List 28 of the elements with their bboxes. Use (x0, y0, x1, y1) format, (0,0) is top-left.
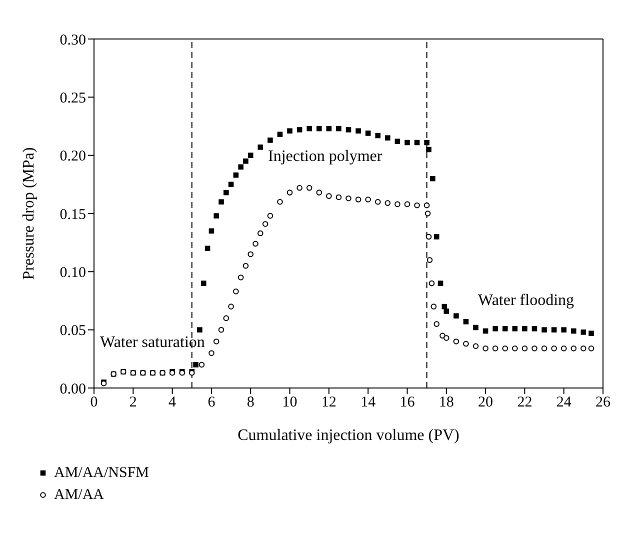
legend-label: AM/AA (54, 486, 104, 504)
x-tick-label: 2 (129, 394, 137, 411)
x-tick-label: 26 (596, 394, 611, 411)
x-axis-title: Cumulative injection volume (PV) (238, 427, 460, 444)
x-tick-label: 24 (556, 394, 572, 411)
y-tick-label: 0.20 (60, 148, 86, 165)
y-tick-label: 0.00 (60, 381, 86, 398)
y-tick-label: 0.05 (60, 323, 86, 340)
x-tick-label: 20 (478, 394, 494, 411)
x-tick-label: 0 (90, 394, 98, 411)
y-tick-label: 0.15 (60, 206, 86, 223)
x-tick-label: 4 (168, 394, 177, 411)
y-tick-label: 0.30 (60, 32, 86, 48)
x-tick-label: 12 (321, 394, 336, 411)
x-tick-label: 8 (246, 394, 254, 411)
y-tick-label: 0.10 (60, 264, 86, 281)
x-tick-label: 6 (208, 394, 216, 411)
x-tick-label: 18 (438, 394, 454, 411)
y-tick-label: 0.25 (60, 90, 86, 106)
annotation: Injection polymer (268, 148, 382, 166)
x-tick-label: 16 (400, 394, 416, 411)
x-tick-label: 10 (282, 394, 298, 411)
annotation: Water flooding (478, 292, 574, 310)
annotation: Water saturation (100, 334, 205, 352)
x-tick-label: 14 (360, 394, 376, 411)
y-axis-title: Pressure drop (MPa) (20, 147, 38, 280)
legend-label: AM/AA/NSFM (54, 464, 150, 482)
x-tick-label: 22 (517, 394, 532, 411)
